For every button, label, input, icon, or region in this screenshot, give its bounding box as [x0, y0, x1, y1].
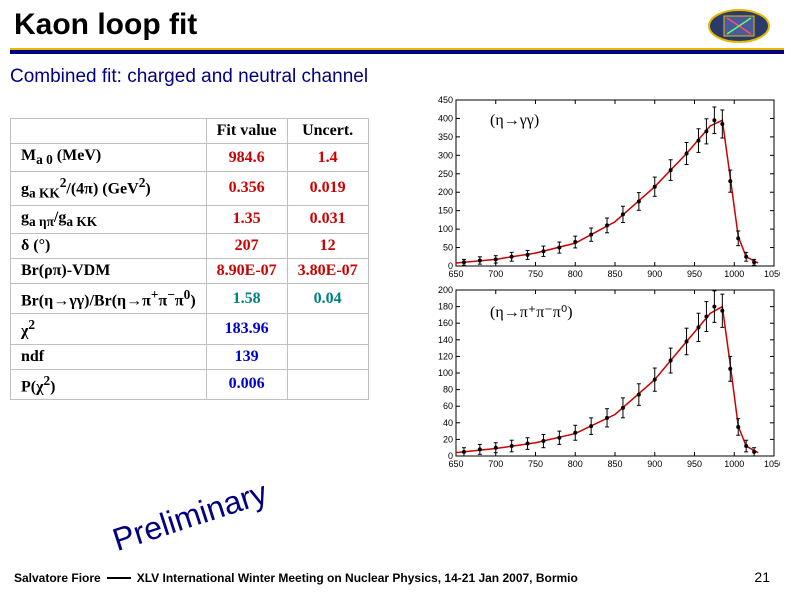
svg-text:200: 200: [438, 285, 453, 295]
footer-author: Salvatore Fiore: [14, 571, 101, 585]
uncert-cell: [287, 314, 368, 344]
value-cell: 207: [206, 233, 287, 258]
preliminary-watermark: Preliminary: [108, 474, 272, 559]
page-number: 21: [754, 569, 770, 585]
footer-conference: XLV International Winter Meeting on Nucl…: [137, 571, 578, 585]
table-header-row: Fit value Uncert.: [11, 119, 369, 144]
table-row: ndf139: [11, 344, 369, 369]
table-panel: Fit value Uncert. Ma 0 (MeV)984.61.4ga K…: [10, 94, 420, 474]
value-cell: 139: [206, 344, 287, 369]
svg-text:800: 800: [568, 269, 583, 279]
svg-text:350: 350: [438, 132, 453, 142]
param-cell: Br(η→γγ)/Br(η→π+π−π0): [11, 283, 207, 313]
param-cell: Br(ρπ)-VDM: [11, 258, 207, 283]
uncert-cell: [287, 344, 368, 369]
col-uncert: Uncert.: [287, 119, 368, 144]
uncert-cell: 3.80E-07: [287, 258, 368, 283]
svg-text:20: 20: [443, 434, 453, 444]
svg-text:200: 200: [438, 187, 453, 197]
table-row: χ2183.96: [11, 314, 369, 344]
param-cell: ndf: [11, 344, 207, 369]
footer-dash-icon: [107, 577, 131, 579]
svg-text:1050: 1050: [764, 269, 780, 279]
svg-text:750: 750: [528, 269, 543, 279]
svg-text:1000: 1000: [724, 459, 744, 469]
value-cell: 0.006: [206, 369, 287, 399]
col-param: [11, 119, 207, 144]
value-cell: 0.356: [206, 172, 287, 206]
value-cell: 984.6: [206, 144, 287, 172]
svg-text:100: 100: [438, 368, 453, 378]
title-bar: Kaon loop fit: [0, 0, 794, 44]
table-row: Ma 0 (MeV)984.61.4: [11, 144, 369, 172]
svg-text:100: 100: [438, 224, 453, 234]
charts-panel: 0501001502002503003504004506507007508008…: [420, 94, 784, 474]
param-cell: P(χ2): [11, 369, 207, 399]
svg-text:150: 150: [438, 206, 453, 216]
subtitle: Combined fit: charged and neutral channe…: [0, 62, 794, 94]
svg-text:950: 950: [687, 459, 702, 469]
svg-text:800: 800: [568, 459, 583, 469]
uncert-cell: 0.04: [287, 283, 368, 313]
svg-text:40: 40: [443, 418, 453, 428]
content-area: Fit value Uncert. Ma 0 (MeV)984.61.4ga K…: [0, 94, 794, 474]
col-fitvalue: Fit value: [206, 119, 287, 144]
svg-text:300: 300: [438, 150, 453, 160]
svg-text:180: 180: [438, 302, 453, 312]
page-title: Kaon loop fit: [14, 8, 780, 42]
svg-text:700: 700: [488, 269, 503, 279]
uncert-cell: [287, 369, 368, 399]
value-cell: 8.90E-07: [206, 258, 287, 283]
svg-text:650: 650: [448, 459, 463, 469]
svg-text:140: 140: [438, 335, 453, 345]
svg-text:900: 900: [647, 269, 662, 279]
svg-text:1000: 1000: [724, 269, 744, 279]
param-cell: δ (°): [11, 233, 207, 258]
uncert-cell: 12: [287, 233, 368, 258]
svg-text:850: 850: [607, 459, 622, 469]
svg-text:60: 60: [443, 401, 453, 411]
param-cell: ga KK2/(4π) (GeV2): [11, 172, 207, 206]
uncert-cell: 1.4: [287, 144, 368, 172]
svg-text:650: 650: [448, 269, 463, 279]
param-cell: Ma 0 (MeV): [11, 144, 207, 172]
svg-text:850: 850: [607, 269, 622, 279]
table-row: P(χ2)0.006: [11, 369, 369, 399]
chart1-label: (η→γγ): [490, 112, 539, 130]
table-row: Br(ρπ)-VDM8.90E-073.80E-07: [11, 258, 369, 283]
svg-text:80: 80: [443, 385, 453, 395]
svg-text:400: 400: [438, 113, 453, 123]
svg-text:1050: 1050: [764, 459, 780, 469]
table-row: ga KK2/(4π) (GeV2)0.3560.019: [11, 172, 369, 206]
svg-text:750: 750: [528, 459, 543, 469]
table-row: δ (°)20712: [11, 233, 369, 258]
param-cell: χ2: [11, 314, 207, 344]
value-cell: 1.35: [206, 205, 287, 233]
table-row: Br(η→γγ)/Br(η→π+π−π0)1.580.04: [11, 283, 369, 313]
svg-text:120: 120: [438, 351, 453, 361]
svg-text:700: 700: [488, 459, 503, 469]
value-cell: 1.58: [206, 283, 287, 313]
param-cell: ga ηπ/ga KK: [11, 205, 207, 233]
title-underline-2: [10, 52, 784, 54]
chart2-label: (η→π⁺π⁻π⁰): [490, 302, 573, 322]
uncert-cell: 0.019: [287, 172, 368, 206]
table-row: ga ηπ/ga KK1.350.031: [11, 205, 369, 233]
chart-eta-3pi: 0204060801001201401601802006507007508008…: [420, 284, 780, 474]
svg-text:250: 250: [438, 169, 453, 179]
chart-eta-gg: 0501001502002503003504004506507007508008…: [420, 94, 780, 284]
svg-text:50: 50: [443, 243, 453, 253]
experiment-logo: [704, 6, 774, 46]
svg-text:450: 450: [438, 95, 453, 105]
svg-text:950: 950: [687, 269, 702, 279]
svg-text:160: 160: [438, 318, 453, 328]
value-cell: 183.96: [206, 314, 287, 344]
uncert-cell: 0.031: [287, 205, 368, 233]
footer: Salvatore Fiore XLV International Winter…: [14, 571, 780, 585]
svg-text:900: 900: [647, 459, 662, 469]
fit-table: Fit value Uncert. Ma 0 (MeV)984.61.4ga K…: [10, 118, 369, 400]
